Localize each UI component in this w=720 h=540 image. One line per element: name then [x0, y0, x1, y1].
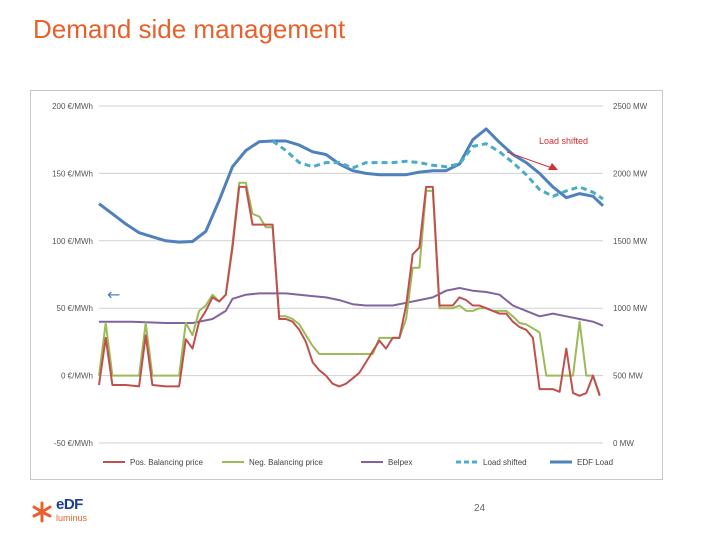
slide-title: Demand side management	[33, 14, 346, 44]
logo-sub: luminus	[56, 513, 88, 523]
series-lines	[98, 127, 605, 397]
series-edf-load	[98, 127, 605, 244]
left-axis-arrow-icon: ←	[107, 285, 120, 304]
line-chart: 200 €/MWh 150 €/MWh 100 €/MWh 50 €/MWh 0 €/M…	[52, 102, 648, 467]
series-neg-balancing-price	[98, 181, 601, 395]
series-pos-balancing-price	[98, 185, 601, 397]
logo-brand: eDF	[56, 496, 83, 513]
annotation-arrow-line	[506, 151, 553, 169]
right-axis: 2500 MW 2000 MW 1500 MW 1000 MW 500 MW 0 MW	[613, 102, 648, 448]
left-tick-label: 50 €/MWh	[57, 304, 93, 313]
gridlines	[99, 105, 603, 444]
legend-label: Neg. Balancing price	[249, 458, 323, 467]
left-tick-label: -50 €/MWh	[54, 439, 93, 448]
chart-frame: 200 €/MWh 150 €/MWh 100 €/MWh 50 €/MWh 0 €/M…	[30, 90, 663, 480]
legend-label: EDF Load	[577, 458, 613, 467]
annotations: Load shifted ←	[107, 136, 588, 304]
left-tick-label: 100 €/MWh	[52, 237, 93, 246]
annotation-load-shifted: Load shifted	[539, 136, 588, 146]
right-tick-label: 0 MW	[613, 439, 634, 448]
right-tick-label: 1500 MW	[613, 237, 648, 246]
right-tick-label: 1000 MW	[613, 304, 648, 313]
legend-label: Load shifted	[483, 458, 527, 467]
left-tick-label: 200 €/MWh	[52, 102, 93, 111]
edf-logo-icon	[32, 501, 52, 523]
right-tick-label: 2000 MW	[613, 169, 648, 178]
legend-label: Pos. Balancing price	[130, 458, 203, 467]
page-number: 24	[474, 503, 486, 514]
legend: Pos. Balancing price Neg. Balancing price…	[103, 458, 613, 467]
right-tick-label: 2500 MW	[613, 102, 648, 111]
left-axis: 200 €/MWh 150 €/MWh 100 €/MWh 50 €/MWh 0 €/M…	[52, 102, 93, 448]
left-tick-label: 0 €/MWh	[61, 372, 93, 381]
series-load-shifted	[271, 139, 604, 201]
annotation-arrow-head	[548, 163, 558, 170]
legend-label: Belpex	[388, 458, 412, 467]
series-belpex	[99, 287, 604, 327]
left-tick-label: 150 €/MWh	[52, 169, 93, 178]
right-tick-label: 500 MW	[613, 372, 643, 381]
